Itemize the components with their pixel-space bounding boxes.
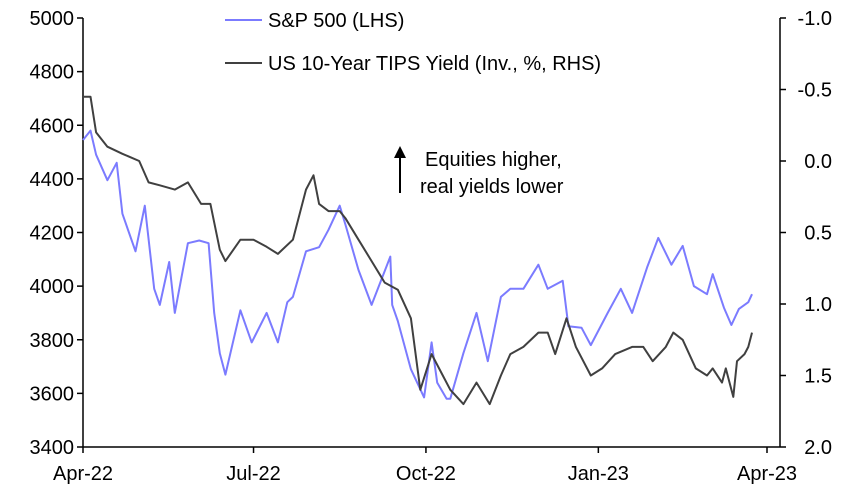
left-tick-label: 4400 [30,169,75,191]
x-tick-label: Apr-22 [53,463,113,485]
left-tick-label: 4600 [30,115,75,137]
x-tick-label: Jan-23 [568,463,629,485]
annotation-line1: Equities higher, [425,149,562,171]
legend-label-sp500: S&P 500 (LHS) [268,10,404,32]
series-line-sp500 [82,129,753,400]
left-tick-label: 5000 [30,8,75,30]
right-tick-label: 2.0 [804,437,832,459]
left-tick-label: 4200 [30,223,75,245]
legend: S&P 500 (LHS) US 10-Year TIPS Yield (Inv… [225,10,601,75]
series-line-tips-yield [83,95,753,406]
right-tick-label: -1.0 [798,8,832,30]
right-tick-label: -0.5 [798,80,832,102]
right-tick-label: 1.0 [804,294,832,316]
left-tick-label: 4800 [30,62,75,84]
left-tick-label: 3800 [30,330,75,352]
right-tick-label: 0.0 [804,151,832,173]
left-tick-label: 4000 [30,276,75,298]
arrow-head [394,146,406,158]
legend-label-tips: US 10-Year TIPS Yield (Inv., %, RHS) [268,53,601,75]
x-tick-label: Jul-22 [226,463,280,485]
left-tick-label: 3400 [30,437,75,459]
right-tick-label: 0.5 [804,223,832,245]
annotation-line2: real yields lower [420,176,564,198]
left-tick-label: 3600 [30,383,75,405]
x-tick-label: Oct-22 [396,463,456,485]
x-tick-label: Apr-23 [737,463,797,485]
annotation: Equities higher, real yields lower [394,146,564,198]
right-tick-label: 1.5 [804,366,832,388]
